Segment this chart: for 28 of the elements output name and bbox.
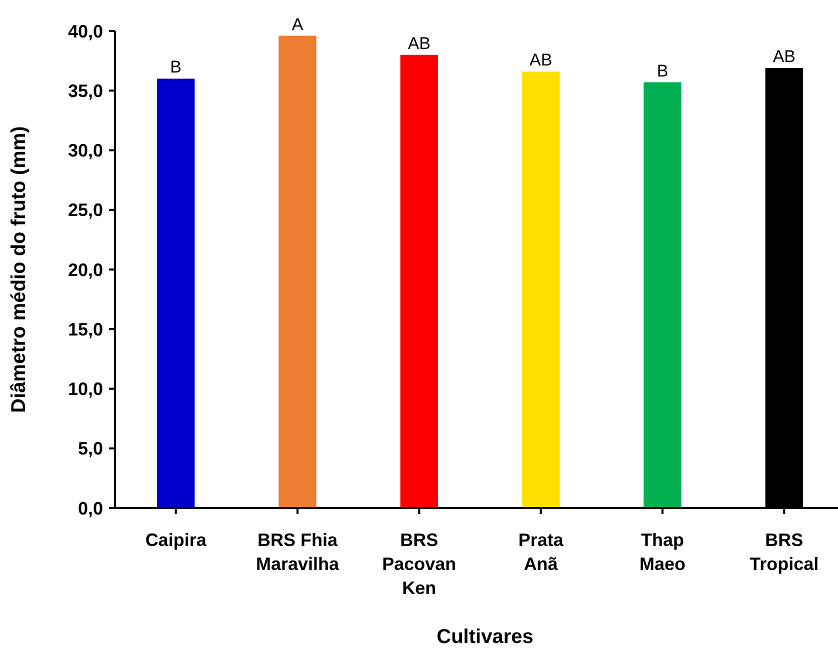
annotation: B (656, 61, 668, 80)
x-axis-title: Cultivares (436, 626, 534, 648)
x-tick-label: Caipira (145, 530, 208, 550)
x-tick-label: Prata Anã (518, 530, 564, 574)
y-tick-label: 15,0 (68, 319, 103, 340)
y-tick-label: 20,0 (68, 260, 103, 280)
annotation: B (170, 58, 182, 77)
bar (278, 36, 316, 508)
bar (644, 82, 682, 508)
y-tick-label: 40,0 (68, 21, 103, 42)
annotation: AB (772, 46, 796, 66)
bar (400, 54, 438, 508)
y-tick-label: 25,0 (68, 200, 103, 220)
y-tick-label: 10,0 (68, 379, 103, 400)
x-tick-label: Thap Maeo (639, 530, 686, 574)
y-tick-label: 5,0 (78, 438, 103, 459)
bar (522, 72, 560, 508)
y-tick-label: 0,0 (78, 498, 103, 518)
y-axis-title: Diâmetro médio do fruto (mm) (8, 126, 30, 413)
x-tick-label: BRS Pacovan Ken (382, 530, 456, 598)
y-tick-label: 35,0 (68, 80, 103, 101)
y-tick-label: 30,0 (68, 140, 103, 161)
annotation: AB (408, 34, 431, 53)
x-tick-label: BRS Tropical (750, 530, 819, 574)
annotation: A (292, 14, 304, 34)
x-tick-label: BRS Fhia Maravilha (256, 530, 340, 574)
bar (156, 78, 195, 508)
annotation: AB (529, 50, 552, 70)
